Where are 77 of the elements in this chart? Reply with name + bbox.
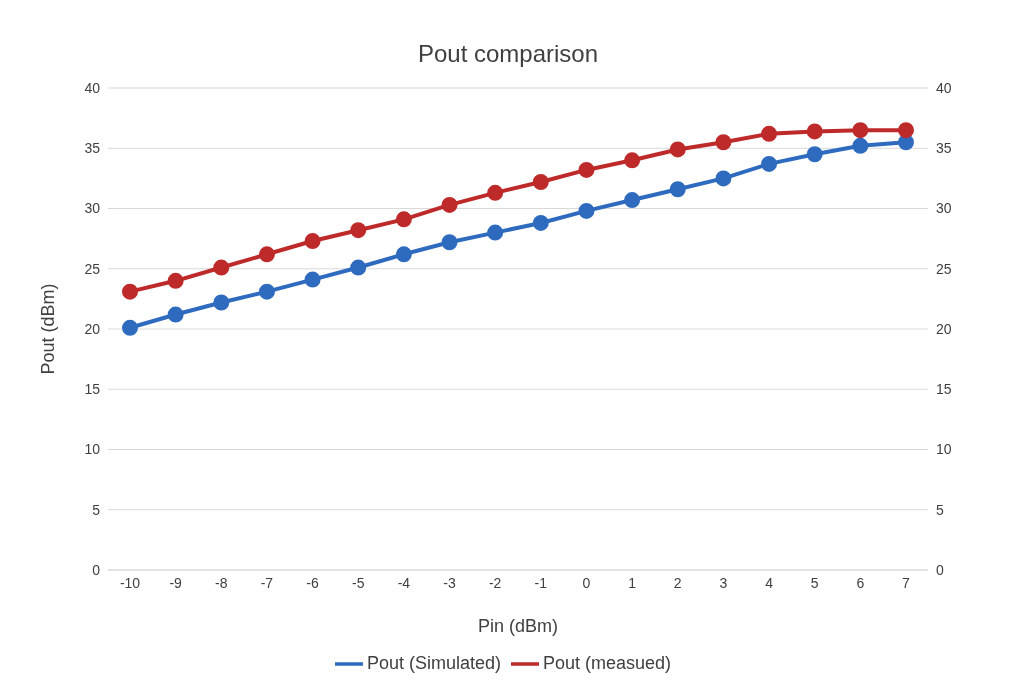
point xyxy=(441,196,458,213)
x-tick-label: -10 xyxy=(119,574,141,591)
point xyxy=(122,283,138,300)
legend-label: Pout (measued) xyxy=(542,652,672,673)
x-tick-label: -6 xyxy=(306,574,320,591)
y-tick-label: 35 xyxy=(84,140,101,157)
y2-tick-label: 5 xyxy=(936,501,944,518)
x-tick-label: 1 xyxy=(628,574,637,591)
point xyxy=(806,123,823,140)
y2-tick-label: 0 xyxy=(936,561,944,578)
point xyxy=(898,122,914,139)
point xyxy=(350,259,367,276)
point xyxy=(258,246,275,263)
x-tick-label: 3 xyxy=(719,574,728,591)
point xyxy=(624,152,641,169)
x-tick-label: -8 xyxy=(215,574,228,591)
point xyxy=(761,155,778,172)
point xyxy=(715,170,732,187)
point xyxy=(669,141,686,158)
y2-tick-label: 15 xyxy=(936,381,952,398)
x-tick-label: 7 xyxy=(902,574,911,591)
y-tick-label: 0 xyxy=(92,561,101,578)
point xyxy=(852,122,869,139)
x-tick-label: -7 xyxy=(260,574,274,591)
y2-tick-label: 40 xyxy=(936,79,952,96)
chart-title: Pout comparison xyxy=(416,39,600,69)
point xyxy=(122,319,138,336)
x-axis-title: Pin (dBm) xyxy=(477,616,559,636)
point xyxy=(578,161,595,178)
point xyxy=(761,125,778,142)
y-tick-label: 5 xyxy=(92,501,101,518)
x-tick-label: 2 xyxy=(673,574,682,591)
point xyxy=(669,181,686,198)
legend-label: Pout (Simulated) xyxy=(366,652,501,673)
y-tick-label: 15 xyxy=(84,381,101,398)
x-tick-label: -1 xyxy=(534,574,548,591)
point xyxy=(624,192,641,209)
point xyxy=(167,272,184,289)
point xyxy=(578,202,595,219)
point xyxy=(304,271,321,288)
point xyxy=(213,259,230,276)
y-tick-label: 10 xyxy=(84,441,101,458)
y-tick-label: 30 xyxy=(84,200,101,217)
y2-tick-label: 35 xyxy=(936,140,952,157)
point xyxy=(852,137,869,154)
point xyxy=(532,214,549,231)
point xyxy=(487,184,504,201)
point xyxy=(715,134,732,151)
point xyxy=(213,294,230,311)
point xyxy=(532,173,549,190)
x-tick-label: -3 xyxy=(443,574,456,591)
point xyxy=(304,233,321,250)
x-tick-label: 6 xyxy=(856,574,865,591)
point xyxy=(395,211,412,228)
point xyxy=(898,134,914,151)
x-tick-label: 4 xyxy=(765,574,774,591)
point xyxy=(350,222,367,239)
x-tick-label: -9 xyxy=(169,574,183,591)
x-tick-label: 5 xyxy=(810,574,819,591)
point xyxy=(167,306,184,323)
y2-tick-label: 25 xyxy=(936,260,952,277)
y-tick-label: 25 xyxy=(84,260,101,277)
y-axis-title: Pout (dBm) xyxy=(38,283,59,375)
x-tick-label: -2 xyxy=(488,574,502,591)
point xyxy=(806,146,823,163)
point xyxy=(487,224,504,241)
y2-tick-label: 10 xyxy=(936,441,952,458)
point xyxy=(395,246,412,263)
point xyxy=(441,234,458,251)
x-tick-label: 0 xyxy=(582,574,591,591)
x-tick-label: -5 xyxy=(352,574,365,591)
y-tick-label: 20 xyxy=(84,320,101,337)
y-tick-label: 40 xyxy=(84,79,101,96)
point xyxy=(258,283,275,300)
x-tick-label: -4 xyxy=(397,574,411,591)
y2-tick-label: 20 xyxy=(936,320,952,337)
y2-tick-label: 30 xyxy=(936,200,952,217)
